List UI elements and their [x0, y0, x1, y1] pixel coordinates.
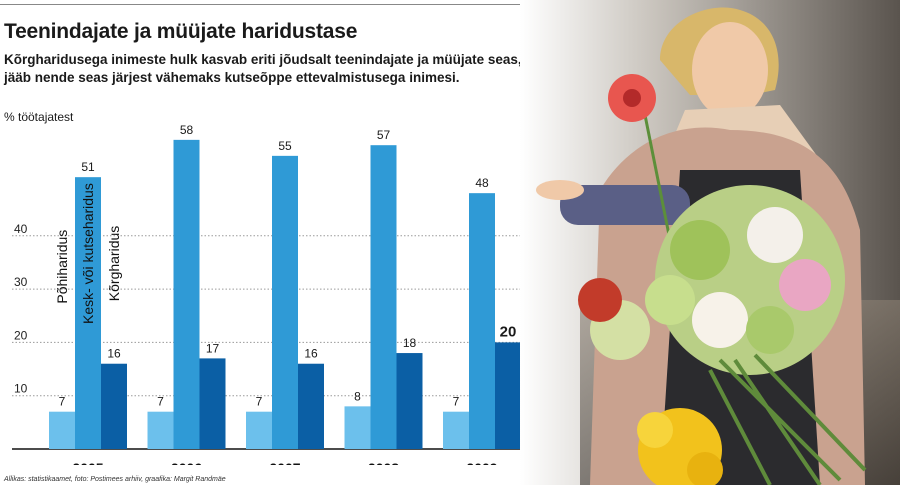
- bar-2006-series-1: [147, 411, 174, 449]
- data-label-2009-series-1: 7: [453, 395, 460, 409]
- bar-2009-series-1: [443, 411, 469, 449]
- bar-2005-series-2: [75, 177, 101, 450]
- series-label-3: Kõrgharidus: [106, 226, 122, 302]
- y-axis-unit-label: % töötajatest: [4, 110, 74, 124]
- data-label-2005-series-3: 16: [107, 347, 121, 361]
- title-rule: [0, 4, 640, 5]
- x-tick-label-2007: 2007: [269, 460, 300, 465]
- bar-2008-series-1: [344, 406, 371, 449]
- y-tick-label-40: 40: [14, 222, 28, 236]
- chart-subtitle: Kõrgharidusega inimeste hulk kasvab erit…: [4, 52, 590, 85]
- data-label-2005-series-2: 51: [81, 160, 95, 174]
- x-tick-label-2006: 2006: [171, 460, 202, 465]
- x-tick-label-2009: 2009: [466, 460, 497, 465]
- data-label-2006-series-1: 7: [157, 395, 164, 409]
- y-tick-label-10: 10: [14, 382, 28, 396]
- bar-2007-series-3: [298, 363, 324, 449]
- data-label-2006-series-2: 58: [180, 123, 194, 137]
- data-label-2005-series-1: 7: [59, 395, 66, 409]
- bar-2007-series-1: [246, 411, 272, 449]
- data-label-2008-series-3: 18: [403, 336, 417, 350]
- bar-2006-series-3: [199, 358, 226, 449]
- x-tick-label-2005: 2005: [72, 460, 103, 465]
- bar-2005-series-3: [101, 363, 127, 449]
- bar-2006-series-2: [173, 139, 200, 450]
- data-label-2007-series-2: 55: [278, 139, 292, 153]
- series-label-1: Põhiharidus: [54, 230, 70, 304]
- bar-2007-series-2: [272, 155, 298, 449]
- data-label-2006-series-3: 17: [206, 341, 220, 355]
- data-label-2009-series-2: 48: [475, 176, 489, 190]
- bar-2005-series-1: [49, 411, 75, 449]
- bar-chart: 10 20 30 40 7 51 16 2005 7 58 17 2006 7 55 16 2007 8 57 18…: [12, 123, 521, 465]
- series-label-2: Kesk- või kutseharidus: [80, 183, 96, 324]
- y-tick-label-20: 20: [14, 328, 28, 342]
- data-label-2008-series-2: 57: [377, 128, 391, 142]
- data-label-2008-series-1: 8: [354, 389, 361, 403]
- y-tick-label-30: 30: [14, 275, 28, 289]
- chart-title: Teenindajate ja müüjate haridustase: [4, 20, 358, 43]
- florist-photo: [520, 0, 900, 485]
- data-label-2007-series-1: 7: [256, 395, 263, 409]
- data-label-2009-series-3: 20: [500, 323, 517, 340]
- source-credit: Allikas: statistikaamet, foto: Postimees…: [4, 476, 226, 483]
- data-label-2007-series-3: 16: [304, 347, 318, 361]
- bar-2008-series-2: [370, 145, 397, 449]
- x-tick-label-2008: 2008: [368, 460, 399, 465]
- bar-2009-series-3: [495, 342, 521, 449]
- bar-2009-series-2: [469, 193, 495, 449]
- bar-2008-series-3: [396, 353, 423, 449]
